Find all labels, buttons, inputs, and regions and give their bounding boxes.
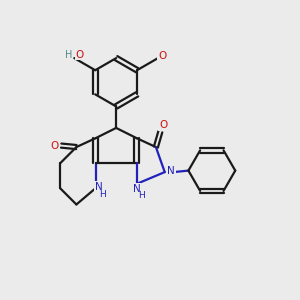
Text: H: H (138, 190, 145, 200)
Text: O: O (76, 50, 84, 60)
Text: H: H (100, 190, 106, 199)
Text: N: N (94, 182, 102, 192)
Text: H: H (65, 50, 73, 60)
Text: N: N (133, 184, 141, 194)
Text: O: O (159, 120, 167, 130)
Text: O: O (51, 141, 59, 151)
Text: O: O (158, 51, 166, 61)
Text: N: N (167, 166, 175, 176)
